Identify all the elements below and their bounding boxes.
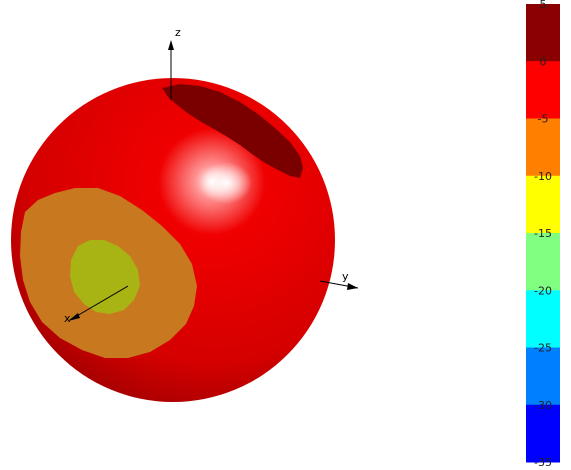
y-axis-arrowhead [347,283,358,290]
colorbar-band [526,4,560,62]
y-axis-label: y [342,270,349,283]
colorbar-band [526,347,560,406]
colorbar-band [526,404,560,463]
colorbar-band [526,175,560,234]
x-axis-line [69,285,129,321]
z-axis-arrowhead [168,40,174,50]
z-axis-label: z [175,26,181,39]
sphere-dark-patch [162,84,303,178]
sphere-yellow-patch [70,240,140,314]
colorbar-tick-label: -15 [534,227,552,240]
colorbar-tick-label: -20 [534,284,552,297]
colorbar-tick-label: -25 [534,342,552,355]
sphere-surface [11,78,335,402]
colorbar-band [526,61,560,119]
axes: z y x [64,26,359,325]
colorbar-band [526,290,560,348]
x-axis-arrowhead [68,313,80,321]
colorbar-band [526,233,560,291]
colorbar-tick-label: -5 [538,113,549,126]
colorbar-tick-label: -35 [534,456,552,469]
x-axis-label: x [64,312,71,325]
colorbar-tick-label: 0 [540,55,547,68]
sphere-specular-highlight [200,162,252,204]
colorbar: 5 0 -5 -10 -15 -20 -25 -30 -35 [526,0,560,469]
colorbar-tick-label: 5 [540,0,547,11]
colorbar-tick-label: -10 [534,170,552,183]
colorbar-tick-label: -30 [534,399,552,412]
colorbar-band [526,118,560,177]
